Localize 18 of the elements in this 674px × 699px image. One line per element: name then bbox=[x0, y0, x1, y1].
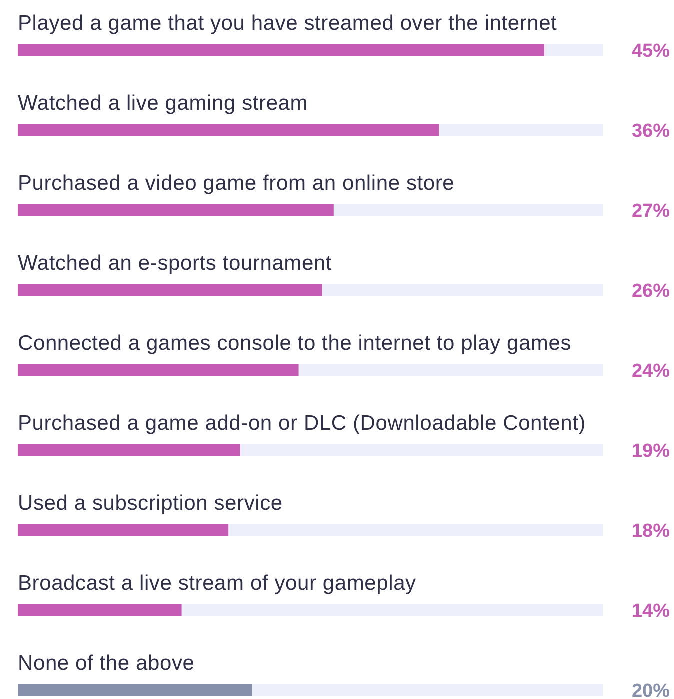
data-label: 26% bbox=[632, 281, 670, 302]
y-tick-label: Watched an e-sports tournament bbox=[18, 252, 332, 275]
y-tick-label: Played a game that you have streamed over the internet bbox=[18, 12, 558, 35]
y-tick-label: Purchased a game add-on or DLC (Downloadable Content) bbox=[18, 412, 586, 435]
data-label: 20% bbox=[632, 681, 670, 699]
y-tick-label: Watched a live gaming stream bbox=[18, 92, 308, 115]
y-tick-label: Broadcast a live stream of your gameplay bbox=[18, 572, 417, 595]
data-label: 24% bbox=[632, 361, 670, 382]
y-tick-label: Purchased a video game from an online store bbox=[18, 172, 455, 195]
data-label: 36% bbox=[632, 121, 670, 142]
data-label: 14% bbox=[632, 601, 670, 622]
data-label: 18% bbox=[632, 521, 670, 542]
y-tick-label: None of the above bbox=[18, 652, 195, 675]
data-label: 27% bbox=[632, 201, 670, 222]
y-tick-label: Connected a games console to the internet to play games bbox=[18, 332, 572, 355]
data-label: 19% bbox=[632, 441, 670, 462]
data-label: 45% bbox=[632, 41, 670, 62]
y-tick-label: Used a subscription service bbox=[18, 492, 283, 515]
